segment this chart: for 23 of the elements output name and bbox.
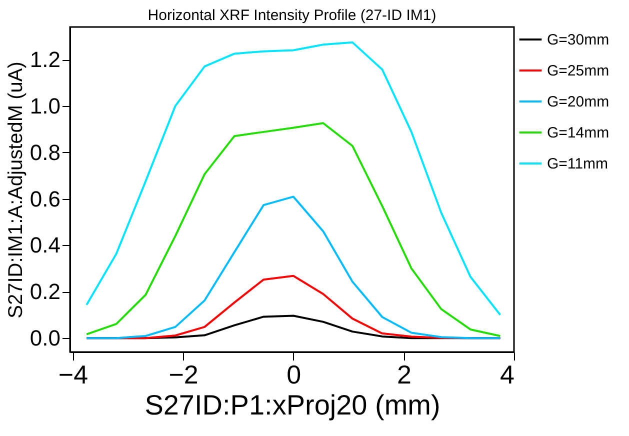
- line-series: [86, 122, 502, 337]
- y-tick-label: 0.8: [30, 140, 60, 165]
- legend-label: G=11mm: [547, 156, 608, 172]
- y-tick-label: 0.0: [30, 326, 60, 351]
- legend-label: G=14mm: [547, 124, 610, 142]
- x-tick-label: −2: [168, 360, 198, 390]
- legend-label: G=30mm: [547, 32, 610, 48]
- x-tick-label: 0: [286, 360, 302, 390]
- y-tick-label: 1.2: [30, 47, 60, 72]
- x-tick-label: −4: [58, 360, 88, 390]
- x-tick-label: 4: [500, 360, 514, 390]
- y-axis-title: S27ID:IM1:A:AdjustedM (uA): [4, 62, 27, 318]
- y-tick-label: 0.2: [30, 279, 60, 304]
- line-series: [86, 196, 502, 340]
- y-tick-label: 1.0: [30, 93, 60, 118]
- y-tick-label: 0.6: [30, 186, 60, 212]
- x-tick-label: 2: [396, 360, 412, 390]
- legend-label: G=25mm: [547, 62, 610, 80]
- x-axis-title: S27ID:P1:xProj20 (mm): [144, 390, 440, 420]
- legend-label: G=20mm: [547, 94, 610, 110]
- line-series: [86, 41, 502, 316]
- y-tick-label: 0.4: [30, 232, 60, 258]
- chart-title: Horizontal XRF Intensity Profile (27-ID IM1): [148, 7, 436, 24]
